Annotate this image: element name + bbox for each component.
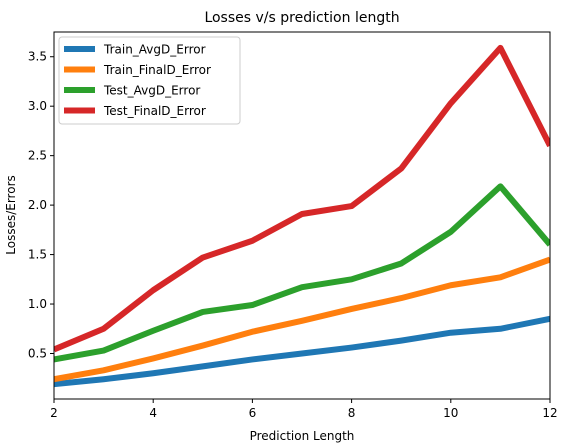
legend-label: Test_AvgD_Error <box>103 84 200 98</box>
legend-label: Train_FinalD_Error <box>103 63 211 77</box>
series-layer <box>54 44 550 388</box>
x-tick-label: 6 <box>249 406 257 420</box>
x-tick-label: 4 <box>149 406 157 420</box>
y-tick-label: 1.0 <box>28 297 47 311</box>
legend: Train_AvgD_Error Train_FinalD_Error Test_A… <box>58 36 241 125</box>
plot-frame <box>53 31 551 400</box>
legend-label: Test_FinalD_Error <box>103 104 206 118</box>
y-tick-label: 3.0 <box>28 99 47 113</box>
x-axis-label: Prediction Length <box>250 429 355 443</box>
y-tick-label: 3.5 <box>28 50 47 64</box>
legend-box <box>58 36 241 125</box>
x-tick-label: 12 <box>542 406 557 420</box>
x-tick-label: 10 <box>443 406 458 420</box>
chart-title: Losses v/s prediction length <box>204 10 399 26</box>
series-line-test-avgd-error <box>54 183 550 363</box>
x-tick-label: 8 <box>348 406 356 420</box>
series-line-train-avgd-error <box>54 315 550 388</box>
x-axis: 2 4 6 8 10 12 <box>50 399 558 420</box>
y-tick-label: 0.5 <box>28 346 47 360</box>
y-axis: 0.5 1.0 1.5 2.0 2.5 3.0 3.5 <box>28 50 54 360</box>
series-line-test-finald-error <box>54 44 550 353</box>
y-tick-label: 1.5 <box>28 248 47 262</box>
x-tick-label: 2 <box>50 406 58 420</box>
series-line-train-finald-error <box>54 256 550 383</box>
y-tick-label: 2.0 <box>28 198 47 212</box>
y-axis-label: Losses/Errors <box>4 175 18 255</box>
legend-label: Train_AvgD_Error <box>103 43 206 57</box>
y-tick-label: 2.5 <box>28 149 47 163</box>
